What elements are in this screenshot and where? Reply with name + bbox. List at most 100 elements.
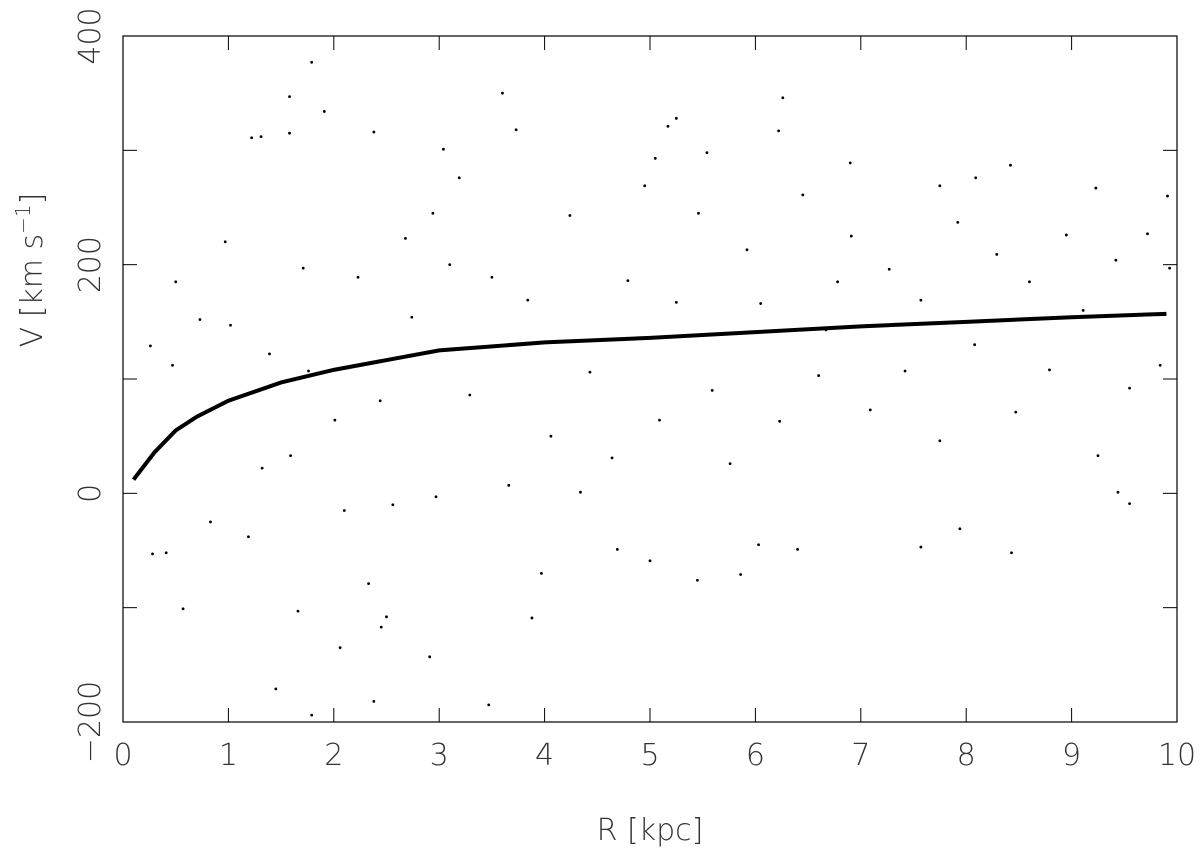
data-point (836, 280, 840, 284)
data-point (796, 547, 799, 551)
data-point (288, 131, 291, 135)
data-point (431, 211, 435, 215)
data-point (1048, 368, 1051, 372)
data-point (549, 434, 553, 438)
data-point (372, 700, 376, 703)
data-point (250, 136, 253, 140)
data-point (540, 571, 543, 575)
x-tick-label: 3 (430, 738, 449, 773)
data-point (887, 267, 891, 271)
data-point (378, 399, 382, 403)
data-point (745, 248, 749, 252)
data-point (434, 495, 438, 499)
data-point (710, 389, 714, 392)
data-point (848, 161, 852, 165)
data-point (530, 616, 534, 620)
data-point (958, 527, 962, 531)
data-point (1081, 309, 1085, 312)
data-point (781, 96, 785, 100)
data-point (501, 91, 504, 95)
data-point (164, 551, 168, 555)
data-point (229, 323, 232, 327)
data-point (903, 369, 907, 373)
data-point (579, 490, 582, 494)
data-point (610, 456, 614, 460)
data-point (487, 703, 491, 707)
data-point (973, 343, 977, 347)
data-point (442, 147, 445, 151)
data-point (372, 130, 376, 134)
y-tick-label: 400 (73, 7, 108, 64)
data-point (507, 483, 511, 487)
data-point (404, 236, 407, 240)
data-point (648, 559, 652, 563)
data-point (259, 135, 263, 139)
data-point (260, 466, 264, 470)
x-tick-label: 5 (640, 738, 659, 773)
data-point (514, 128, 518, 132)
data-point (296, 609, 300, 613)
data-point (1128, 502, 1131, 506)
data-point (333, 418, 337, 422)
data-point (643, 184, 647, 188)
data-point (428, 655, 432, 659)
y-axis-label: V [km s−1] (11, 193, 50, 348)
data-point (171, 363, 174, 367)
data-point (310, 713, 314, 717)
data-point (849, 234, 853, 238)
data-point (490, 275, 494, 279)
data-point (728, 462, 732, 466)
data-point (1116, 490, 1120, 494)
y-label-text: V [km s (15, 234, 50, 348)
data-point (757, 543, 760, 547)
data-point (658, 418, 661, 422)
x-tick-label: 9 (1062, 738, 1081, 773)
data-point (1014, 410, 1018, 414)
data-point (410, 315, 414, 319)
y-label-end: ] (15, 193, 50, 205)
x-tick-label: 6 (746, 738, 765, 773)
data-point (868, 408, 872, 412)
y-tick-label: 0 (73, 484, 108, 503)
data-point (289, 454, 292, 458)
data-point (379, 625, 383, 629)
data-point (1146, 232, 1149, 236)
data-point (247, 535, 250, 539)
fit-curve (131, 311, 1167, 481)
data-point (356, 275, 360, 279)
y-tick-label: 200 (73, 236, 108, 293)
data-point (777, 129, 780, 133)
x-tick-label: 2 (324, 738, 343, 773)
data-point (448, 263, 452, 267)
data-point (919, 545, 923, 549)
data-point (759, 302, 763, 305)
data-point (209, 520, 212, 524)
data-point (385, 615, 388, 619)
data-point (1096, 454, 1100, 458)
x-tick-label: 10 (1158, 738, 1196, 773)
data-point (938, 439, 942, 443)
data-point (301, 266, 305, 270)
data-point (653, 156, 657, 160)
data-point (338, 646, 342, 650)
data-point (174, 280, 178, 284)
data-point (1166, 194, 1169, 198)
data-point (391, 503, 395, 507)
data-point (1064, 233, 1068, 237)
data-point (149, 344, 152, 348)
data-point (1028, 280, 1031, 284)
data-point (674, 116, 678, 120)
plot-frame (122, 35, 1178, 723)
data-point (817, 374, 821, 377)
x-tick-label: 1 (219, 738, 238, 773)
data-point (198, 318, 202, 321)
data-point (151, 552, 154, 556)
data-point (268, 352, 271, 356)
y-tick-label: −200 (73, 681, 108, 763)
data-point (457, 176, 461, 180)
data-point (1009, 163, 1012, 167)
y-label-sup: −1 (11, 204, 35, 233)
data-point (778, 419, 782, 423)
data-point (1128, 386, 1131, 390)
